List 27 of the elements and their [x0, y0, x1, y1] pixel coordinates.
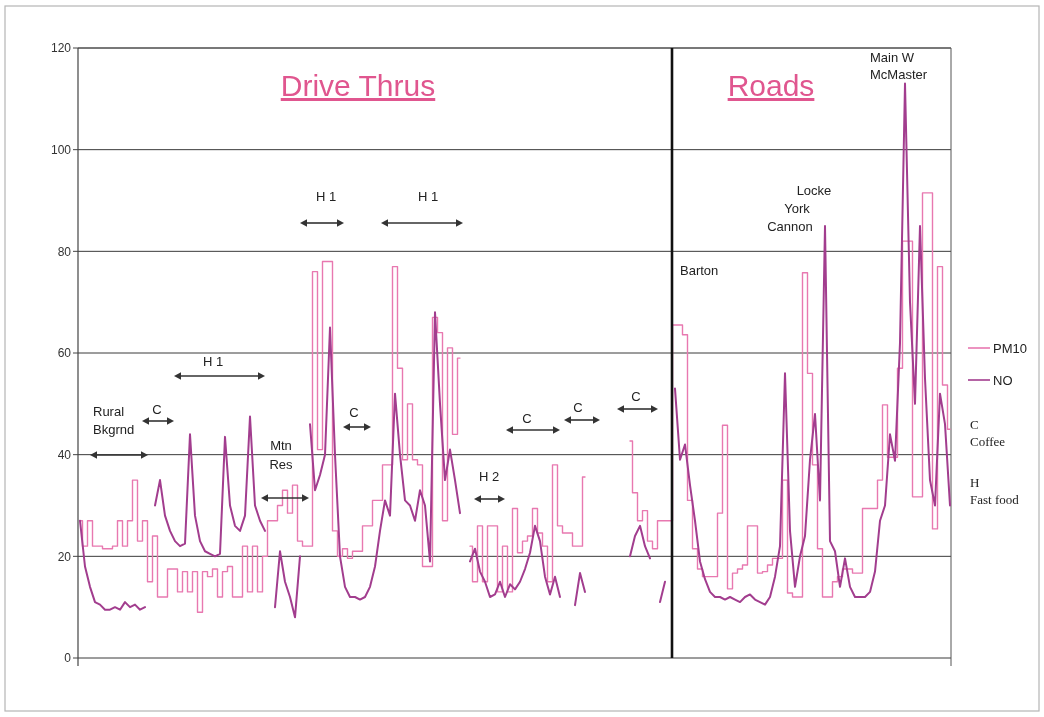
y-tick-label: 100 — [50, 142, 72, 157]
annotation: C — [349, 405, 359, 420]
annotation: H 2 — [478, 469, 500, 484]
annotation: C — [573, 400, 583, 415]
legend-label: PM10 — [993, 340, 1027, 356]
legend-label: NO — [993, 372, 1013, 388]
annotation: H 1 — [202, 354, 224, 369]
y-tick-label: 60 — [57, 346, 72, 361]
annotation: Locke York Cannon — [767, 183, 832, 234]
annotation: H 1 — [417, 189, 439, 204]
annotation: C — [631, 389, 641, 404]
text: C Coffee — [970, 417, 1006, 449]
annotation: Mtn Res — [269, 438, 294, 472]
y-tick-label: 40 — [57, 447, 72, 462]
y-tick-label: 0 — [64, 651, 72, 666]
annotation: Barton — [680, 263, 719, 278]
annotation: Rural Bkgrnd — [93, 404, 135, 437]
y-tick-label: 20 — [57, 549, 72, 564]
text: H Fast food — [970, 475, 1020, 507]
annotation: Roads — [727, 69, 815, 102]
annotation: Drive Thrus — [280, 69, 436, 102]
y-tick-label: 80 — [57, 244, 72, 259]
annotation: Main W McMaster — [870, 50, 928, 82]
annotation: C — [522, 411, 532, 426]
annotation: C — [152, 402, 162, 417]
annotation: H 1 — [315, 189, 337, 204]
y-tick-label: 120 — [50, 41, 72, 56]
